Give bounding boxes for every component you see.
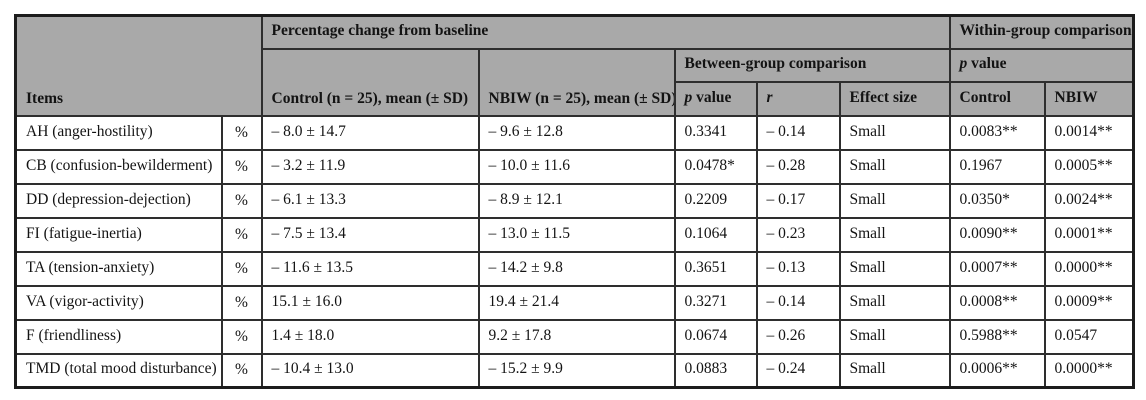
cell-p-value: 0.2209 bbox=[673, 182, 758, 219]
col-group-header-p-value: p value bbox=[948, 47, 1135, 83]
col-header-within-control: Control bbox=[948, 80, 1046, 117]
cell-r: – 0.14 bbox=[755, 284, 841, 321]
cell-item: TMD (total mood disturbance) bbox=[14, 352, 223, 389]
cell-r: – 0.28 bbox=[755, 148, 841, 185]
cell-effect-size: Small bbox=[838, 182, 951, 219]
col-header-r: r bbox=[755, 80, 841, 117]
table-row-va: VA (vigor-activity) % 15.1 ± 16.0 19.4 ±… bbox=[14, 284, 1135, 321]
cell-wg-control: 0.0006** bbox=[948, 352, 1046, 389]
cell-item: TA (tension-anxiety) bbox=[14, 250, 223, 287]
cell-unit: % bbox=[220, 284, 263, 321]
cell-control-mean: – 3.2 ± 11.9 bbox=[260, 148, 480, 185]
cell-r: – 0.26 bbox=[755, 318, 841, 355]
cell-control-mean: – 8.0 ± 14.7 bbox=[260, 114, 480, 151]
table-row-dd: DD (depression-dejection) % – 6.1 ± 13.3… bbox=[14, 182, 1135, 219]
cell-nbiw-mean: – 14.2 ± 9.8 bbox=[477, 250, 676, 287]
cell-effect-size: Small bbox=[838, 352, 951, 389]
col-group-header-percentage-change: Percentage change from baseline bbox=[260, 14, 951, 50]
cell-p-value: 0.1064 bbox=[673, 216, 758, 253]
cell-unit: % bbox=[220, 352, 263, 389]
cell-wg-nbiw: 0.0009** bbox=[1043, 284, 1135, 321]
cell-unit: % bbox=[220, 114, 263, 151]
cell-p-value: 0.3651 bbox=[673, 250, 758, 287]
cell-control-mean: – 10.4 ± 13.0 bbox=[260, 352, 480, 389]
statistics-table: Items Percentage change from baseline Wi… bbox=[14, 14, 1136, 389]
cell-item: CB (confusion-bewilderment) bbox=[14, 148, 223, 185]
cell-effect-size: Small bbox=[838, 148, 951, 185]
cell-wg-nbiw: 0.0000** bbox=[1043, 250, 1135, 287]
col-header-items: Items bbox=[14, 14, 263, 117]
cell-wg-control: 0.0008** bbox=[948, 284, 1046, 321]
col-header-control-mean: Control (n = 25), mean (± SD) bbox=[260, 47, 480, 117]
cell-nbiw-mean: – 10.0 ± 11.6 bbox=[477, 148, 676, 185]
cell-nbiw-mean: 9.2 ± 17.8 bbox=[477, 318, 676, 355]
table-row-fi: FI (fatigue-inertia) % – 7.5 ± 13.4 – 13… bbox=[14, 216, 1135, 253]
cell-wg-nbiw: 0.0547 bbox=[1043, 318, 1135, 355]
col-header-within-nbiw: NBIW bbox=[1043, 80, 1135, 117]
cell-effect-size: Small bbox=[838, 318, 951, 355]
cell-r: – 0.13 bbox=[755, 250, 841, 287]
cell-effect-size: Small bbox=[838, 250, 951, 287]
cell-control-mean: 1.4 ± 18.0 bbox=[260, 318, 480, 355]
cell-item: VA (vigor-activity) bbox=[14, 284, 223, 321]
cell-wg-control: 0.0350* bbox=[948, 182, 1046, 219]
cell-wg-control: 0.5988** bbox=[948, 318, 1046, 355]
cell-unit: % bbox=[220, 148, 263, 185]
cell-p-value: 0.3341 bbox=[673, 114, 758, 151]
table-row-cb: CB (confusion-bewilderment) % – 3.2 ± 11… bbox=[14, 148, 1135, 185]
cell-r: – 0.17 bbox=[755, 182, 841, 219]
col-group-header-between-group: Between-group comparison bbox=[673, 47, 951, 83]
cell-nbiw-mean: – 9.6 ± 12.8 bbox=[477, 114, 676, 151]
p-value-rest: value bbox=[967, 55, 1007, 73]
cell-p-value: 0.0478* bbox=[673, 148, 758, 185]
col-header-p-value: p value bbox=[673, 80, 758, 117]
cell-effect-size: Small bbox=[838, 284, 951, 321]
cell-effect-size: Small bbox=[838, 114, 951, 151]
table-row-tmd: TMD (total mood disturbance) % – 10.4 ± … bbox=[14, 352, 1135, 389]
cell-control-mean: – 6.1 ± 13.3 bbox=[260, 182, 480, 219]
cell-item: F (friendliness) bbox=[14, 318, 223, 355]
cell-item: DD (depression-dejection) bbox=[14, 182, 223, 219]
cell-item: FI (fatigue-inertia) bbox=[14, 216, 223, 253]
cell-unit: % bbox=[220, 216, 263, 253]
cell-wg-nbiw: 0.0014** bbox=[1043, 114, 1135, 151]
p-value-italic-p: p bbox=[684, 88, 693, 106]
cell-p-value: 0.0883 bbox=[673, 352, 758, 389]
cell-wg-nbiw: 0.0000** bbox=[1043, 352, 1135, 389]
table-row-f: F (friendliness) % 1.4 ± 18.0 9.2 ± 17.8… bbox=[14, 318, 1135, 355]
cell-effect-size: Small bbox=[838, 216, 951, 253]
cell-p-value: 0.0674 bbox=[673, 318, 758, 355]
cell-item: AH (anger-hostility) bbox=[14, 114, 223, 151]
cell-nbiw-mean: 19.4 ± 21.4 bbox=[477, 284, 676, 321]
cell-nbiw-mean: – 15.2 ± 9.9 bbox=[477, 352, 676, 389]
col-header-effect-size: Effect size bbox=[838, 80, 951, 117]
p-value-italic-p: p bbox=[959, 55, 968, 73]
cell-unit: % bbox=[220, 182, 263, 219]
col-header-nbiw-mean: NBIW (n = 25), mean (± SD) bbox=[477, 47, 676, 117]
cell-wg-control: 0.0007** bbox=[948, 250, 1046, 287]
cell-wg-control: 0.0090** bbox=[948, 216, 1046, 253]
cell-r: – 0.14 bbox=[755, 114, 841, 151]
cell-wg-control: 0.1967 bbox=[948, 148, 1046, 185]
p-value-rest: value bbox=[692, 88, 732, 106]
cell-control-mean: – 11.6 ± 13.5 bbox=[260, 250, 480, 287]
cell-r: – 0.23 bbox=[755, 216, 841, 253]
col-group-header-within-group: Within-group comparison bbox=[948, 14, 1135, 50]
table-row-ta: TA (tension-anxiety) % – 11.6 ± 13.5 – 1… bbox=[14, 250, 1135, 287]
cell-nbiw-mean: – 13.0 ± 11.5 bbox=[477, 216, 676, 253]
cell-control-mean: 15.1 ± 16.0 bbox=[260, 284, 480, 321]
cell-wg-nbiw: 0.0024** bbox=[1043, 182, 1135, 219]
cell-control-mean: – 7.5 ± 13.4 bbox=[260, 216, 480, 253]
cell-p-value: 0.3271 bbox=[673, 284, 758, 321]
cell-r: – 0.24 bbox=[755, 352, 841, 389]
cell-nbiw-mean: – 8.9 ± 12.1 bbox=[477, 182, 676, 219]
table-row-ah: AH (anger-hostility) % – 8.0 ± 14.7 – 9.… bbox=[14, 114, 1135, 151]
cell-unit: % bbox=[220, 318, 263, 355]
cell-unit: % bbox=[220, 250, 263, 287]
cell-wg-nbiw: 0.0005** bbox=[1043, 148, 1135, 185]
cell-wg-nbiw: 0.0001** bbox=[1043, 216, 1135, 253]
cell-wg-control: 0.0083** bbox=[948, 114, 1046, 151]
